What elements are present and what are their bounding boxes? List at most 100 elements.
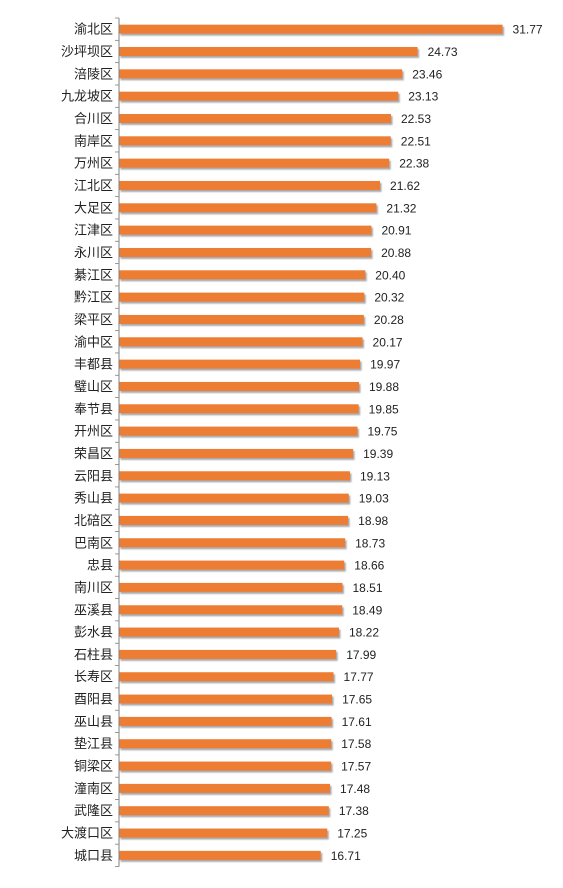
category-label: 大渡口区 bbox=[61, 826, 113, 842]
value-label: 17.61 bbox=[342, 715, 372, 729]
bar bbox=[119, 426, 358, 436]
value-label: 19.03 bbox=[359, 492, 389, 506]
value-label: 22.51 bbox=[401, 134, 431, 148]
category-label: 江津区 bbox=[74, 224, 113, 239]
category-label: 沙坪坝区 bbox=[61, 45, 113, 60]
value-label: 17.99 bbox=[346, 648, 376, 662]
value-label: 23.46 bbox=[412, 67, 442, 81]
bar bbox=[119, 24, 503, 34]
bar bbox=[119, 381, 360, 391]
category-label: 綦江区 bbox=[74, 268, 113, 283]
value-label: 24.73 bbox=[428, 45, 458, 59]
value-label: 20.17 bbox=[373, 335, 403, 349]
bar bbox=[119, 672, 334, 682]
value-label: 17.77 bbox=[344, 670, 374, 684]
category-label: 巫溪县 bbox=[74, 603, 113, 618]
value-label: 17.65 bbox=[342, 693, 372, 707]
category-label: 九龙坡区 bbox=[61, 90, 113, 105]
category-label: 涪陵区 bbox=[74, 67, 113, 82]
category-label: 奉节县 bbox=[74, 402, 113, 417]
category-label: 开州区 bbox=[74, 425, 113, 440]
category-label: 彭水县 bbox=[74, 626, 113, 641]
category-label: 石柱县 bbox=[74, 648, 113, 663]
category-label: 渝中区 bbox=[74, 334, 113, 350]
bar bbox=[119, 359, 361, 369]
bar bbox=[119, 69, 403, 79]
value-label: 20.91 bbox=[381, 224, 411, 238]
value-label: 17.57 bbox=[341, 760, 371, 774]
category-label: 梁平区 bbox=[74, 313, 113, 328]
bar bbox=[119, 91, 399, 101]
bar bbox=[119, 649, 337, 659]
category-label: 秀山县 bbox=[74, 492, 113, 507]
category-label: 丰都县 bbox=[74, 358, 113, 373]
bar bbox=[119, 247, 372, 257]
category-label: 永川区 bbox=[74, 246, 113, 261]
bar bbox=[119, 582, 343, 592]
value-label: 19.97 bbox=[370, 358, 400, 372]
value-label: 17.48 bbox=[340, 782, 370, 796]
value-label: 22.38 bbox=[399, 157, 429, 171]
value-label: 23.13 bbox=[408, 90, 438, 104]
bar bbox=[119, 46, 418, 56]
category-label: 长寿区 bbox=[74, 670, 113, 685]
bar bbox=[119, 292, 365, 302]
category-label: 江北区 bbox=[74, 179, 113, 194]
value-label: 18.22 bbox=[349, 626, 379, 640]
category-label: 垫江县 bbox=[74, 736, 113, 752]
category-label: 北碚区 bbox=[74, 514, 113, 529]
category-label: 渝北区 bbox=[74, 22, 113, 38]
category-label: 潼南区 bbox=[74, 781, 113, 797]
category-label: 城口县 bbox=[74, 849, 113, 864]
category-label: 南川区 bbox=[74, 580, 113, 596]
category-label: 璧山区 bbox=[74, 379, 113, 395]
category-label: 武隆区 bbox=[74, 804, 113, 819]
value-label: 19.75 bbox=[367, 425, 397, 439]
bar bbox=[119, 716, 332, 726]
bar bbox=[119, 136, 391, 146]
bar bbox=[119, 739, 332, 749]
bars-layer bbox=[119, 24, 503, 860]
value-label: 17.58 bbox=[341, 737, 371, 751]
value-label: 18.49 bbox=[352, 603, 382, 617]
value-label: 18.66 bbox=[354, 559, 384, 573]
bar bbox=[119, 828, 328, 838]
value-label: 21.32 bbox=[386, 201, 416, 215]
category-label: 巴南区 bbox=[74, 535, 113, 551]
category-label: 酉阳县 bbox=[74, 693, 113, 708]
value-label: 20.32 bbox=[374, 291, 404, 305]
bar bbox=[119, 113, 392, 123]
category-label: 合川区 bbox=[74, 112, 113, 127]
bar bbox=[119, 627, 339, 637]
value-label: 19.85 bbox=[369, 402, 399, 416]
value-label: 18.73 bbox=[355, 536, 385, 550]
bar bbox=[119, 761, 332, 771]
value-label: 17.38 bbox=[339, 804, 369, 818]
category-label: 黔江区 bbox=[74, 291, 113, 306]
value-label: 16.71 bbox=[331, 849, 361, 863]
category-label: 云阳县 bbox=[74, 469, 113, 484]
category-label: 大足区 bbox=[74, 201, 113, 216]
bar bbox=[119, 337, 363, 347]
bar bbox=[119, 270, 366, 280]
bar bbox=[119, 448, 354, 458]
value-label: 20.40 bbox=[375, 268, 405, 282]
value-label: 19.39 bbox=[363, 447, 393, 461]
value-label: 20.88 bbox=[381, 246, 411, 260]
bar bbox=[119, 314, 364, 324]
value-label: 19.13 bbox=[360, 469, 390, 483]
bar bbox=[119, 538, 346, 548]
bar bbox=[119, 180, 381, 190]
bar bbox=[119, 605, 343, 615]
value-labels: 31.77 24.73 23.46 23.13 22.53 22.51 22.38 21.62… bbox=[331, 23, 543, 863]
bar bbox=[119, 471, 350, 481]
bar bbox=[119, 783, 331, 793]
bar bbox=[119, 493, 349, 503]
bar bbox=[119, 515, 349, 525]
bar bbox=[119, 850, 321, 860]
value-label: 17.25 bbox=[337, 827, 367, 841]
value-label: 18.51 bbox=[352, 581, 382, 595]
bar bbox=[119, 158, 390, 168]
